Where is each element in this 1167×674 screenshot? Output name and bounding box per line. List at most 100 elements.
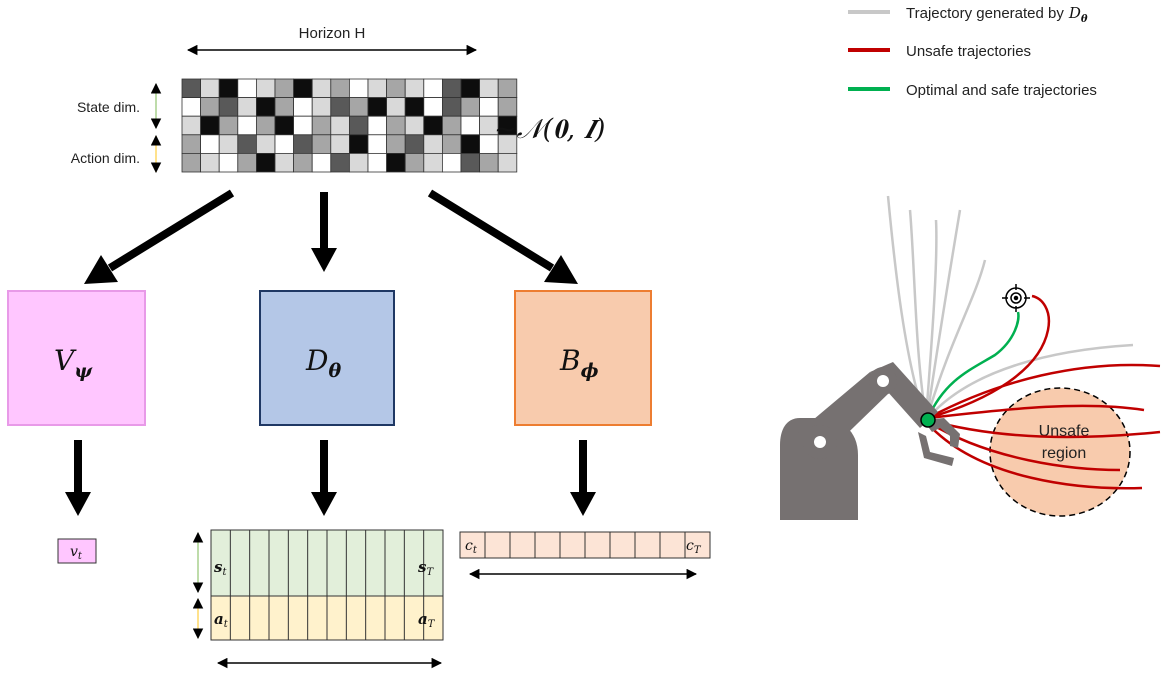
noise-cell [348,97,369,117]
goal-target-icon [1002,284,1030,312]
noise-cell [348,115,369,136]
noise-cell [274,78,295,99]
noise-cell [293,78,313,99]
legend-unsafe: Unsafe trajectories [848,43,1031,60]
noise-cell [200,134,220,154]
noise-cell [274,134,295,154]
noise-cell [441,115,462,136]
noise-cell [293,134,313,154]
noise-cell [330,97,350,117]
noise-cell [200,97,220,117]
noise-cell [218,115,239,136]
end-effector-dot [920,412,936,428]
legend-generated: Trajectory generated by Dθ [848,4,1088,25]
noise-cell [460,78,481,99]
value-output-label: vt [70,544,83,562]
noise-cell [330,152,350,173]
arrow-to-value-model [84,189,235,284]
arrow-to-diffusion-model [311,192,337,272]
noise-cell [330,134,350,154]
noise-cell [367,115,388,136]
noise-cell [460,115,481,136]
cost-last: cT [686,538,702,556]
svg-text:region: region [1042,445,1086,462]
noise-cell [386,78,406,99]
noise-cell [441,134,462,154]
noise-cell [200,152,220,173]
noise-cell [274,97,295,117]
noise-cell [311,115,332,136]
arrow-to-barrier-model [427,189,578,284]
noise-cell [367,134,388,154]
noise-cell [311,152,332,173]
noise-cell [479,78,499,99]
noise-cell [255,78,276,99]
noise-cell [404,152,425,173]
noise-cell [237,115,257,136]
value-output: vt [57,538,97,564]
noise-cell [423,134,443,154]
noise-cell [404,97,425,117]
noise-cell [367,97,388,117]
noise-cell [311,97,332,117]
svg-text:Unsafe trajectories: Unsafe trajectories [906,43,1031,60]
horizon-label: Horizon H [299,25,366,42]
noise-cell [237,152,257,173]
svg-text:Optimal and safe trajectories: Optimal and safe trajectories [906,82,1097,99]
noise-cell [386,152,406,173]
noise-cell [274,152,295,173]
noise-cell [181,115,202,136]
noise-cell [200,78,220,99]
noise-cell [367,152,388,173]
noise-cell [330,78,350,99]
cost-first: ct [465,538,478,556]
value-model-box: Vψ [7,290,146,426]
traj-state-first: st [214,558,227,578]
noise-cell [386,134,406,154]
noise-cell [330,115,350,136]
noise-cell [386,97,406,117]
legend-optimal: Optimal and safe trajectories [848,82,1097,99]
noise-cell [218,97,239,117]
noise-cell [255,97,276,117]
noise-cell [218,152,239,173]
noise-cell [200,115,220,136]
unsafe-trajectories [927,294,1161,490]
diffusion-model-label: Dθ [305,344,341,382]
noise-cell [348,78,369,99]
barrier-model-label: Bϕ [559,344,599,382]
traj-grid-lines [229,530,425,640]
noise-cell [497,78,518,99]
noise-cell [237,97,257,117]
noise-cell [218,134,239,154]
noise-cell [479,152,499,173]
noise-cell [348,152,369,173]
diffusion-model-box: Dθ [259,290,395,426]
noise-cell [218,78,239,99]
traj-action-last: aT [418,610,436,630]
noise-cell [460,152,481,173]
noise-cell [311,134,332,154]
noise-block: Horizon H State dim. Action dim. ~𝒩(𝟎, 𝑰… [71,25,605,174]
noise-cell [367,78,388,99]
robot-scene: Unsafe region [780,195,1161,520]
noise-cell [181,152,202,173]
noise-cell [441,78,462,99]
model-to-output-arrows [65,440,596,516]
optimal-trajectory [926,311,1020,419]
state-dim-label: State dim. [77,99,140,115]
noise-cell [293,115,313,136]
noise-cell [404,78,425,99]
noise-cell [441,97,462,117]
noise-cell [237,134,257,154]
noise-cell [274,115,295,136]
robot-arm-icon [780,362,960,520]
noise-cell [255,134,276,154]
noise-cell [311,78,332,99]
noise-cell [404,134,425,154]
traj-state-last: sT [418,558,434,578]
action-dim-label: Action dim. [71,150,140,166]
noise-cell [348,134,369,154]
